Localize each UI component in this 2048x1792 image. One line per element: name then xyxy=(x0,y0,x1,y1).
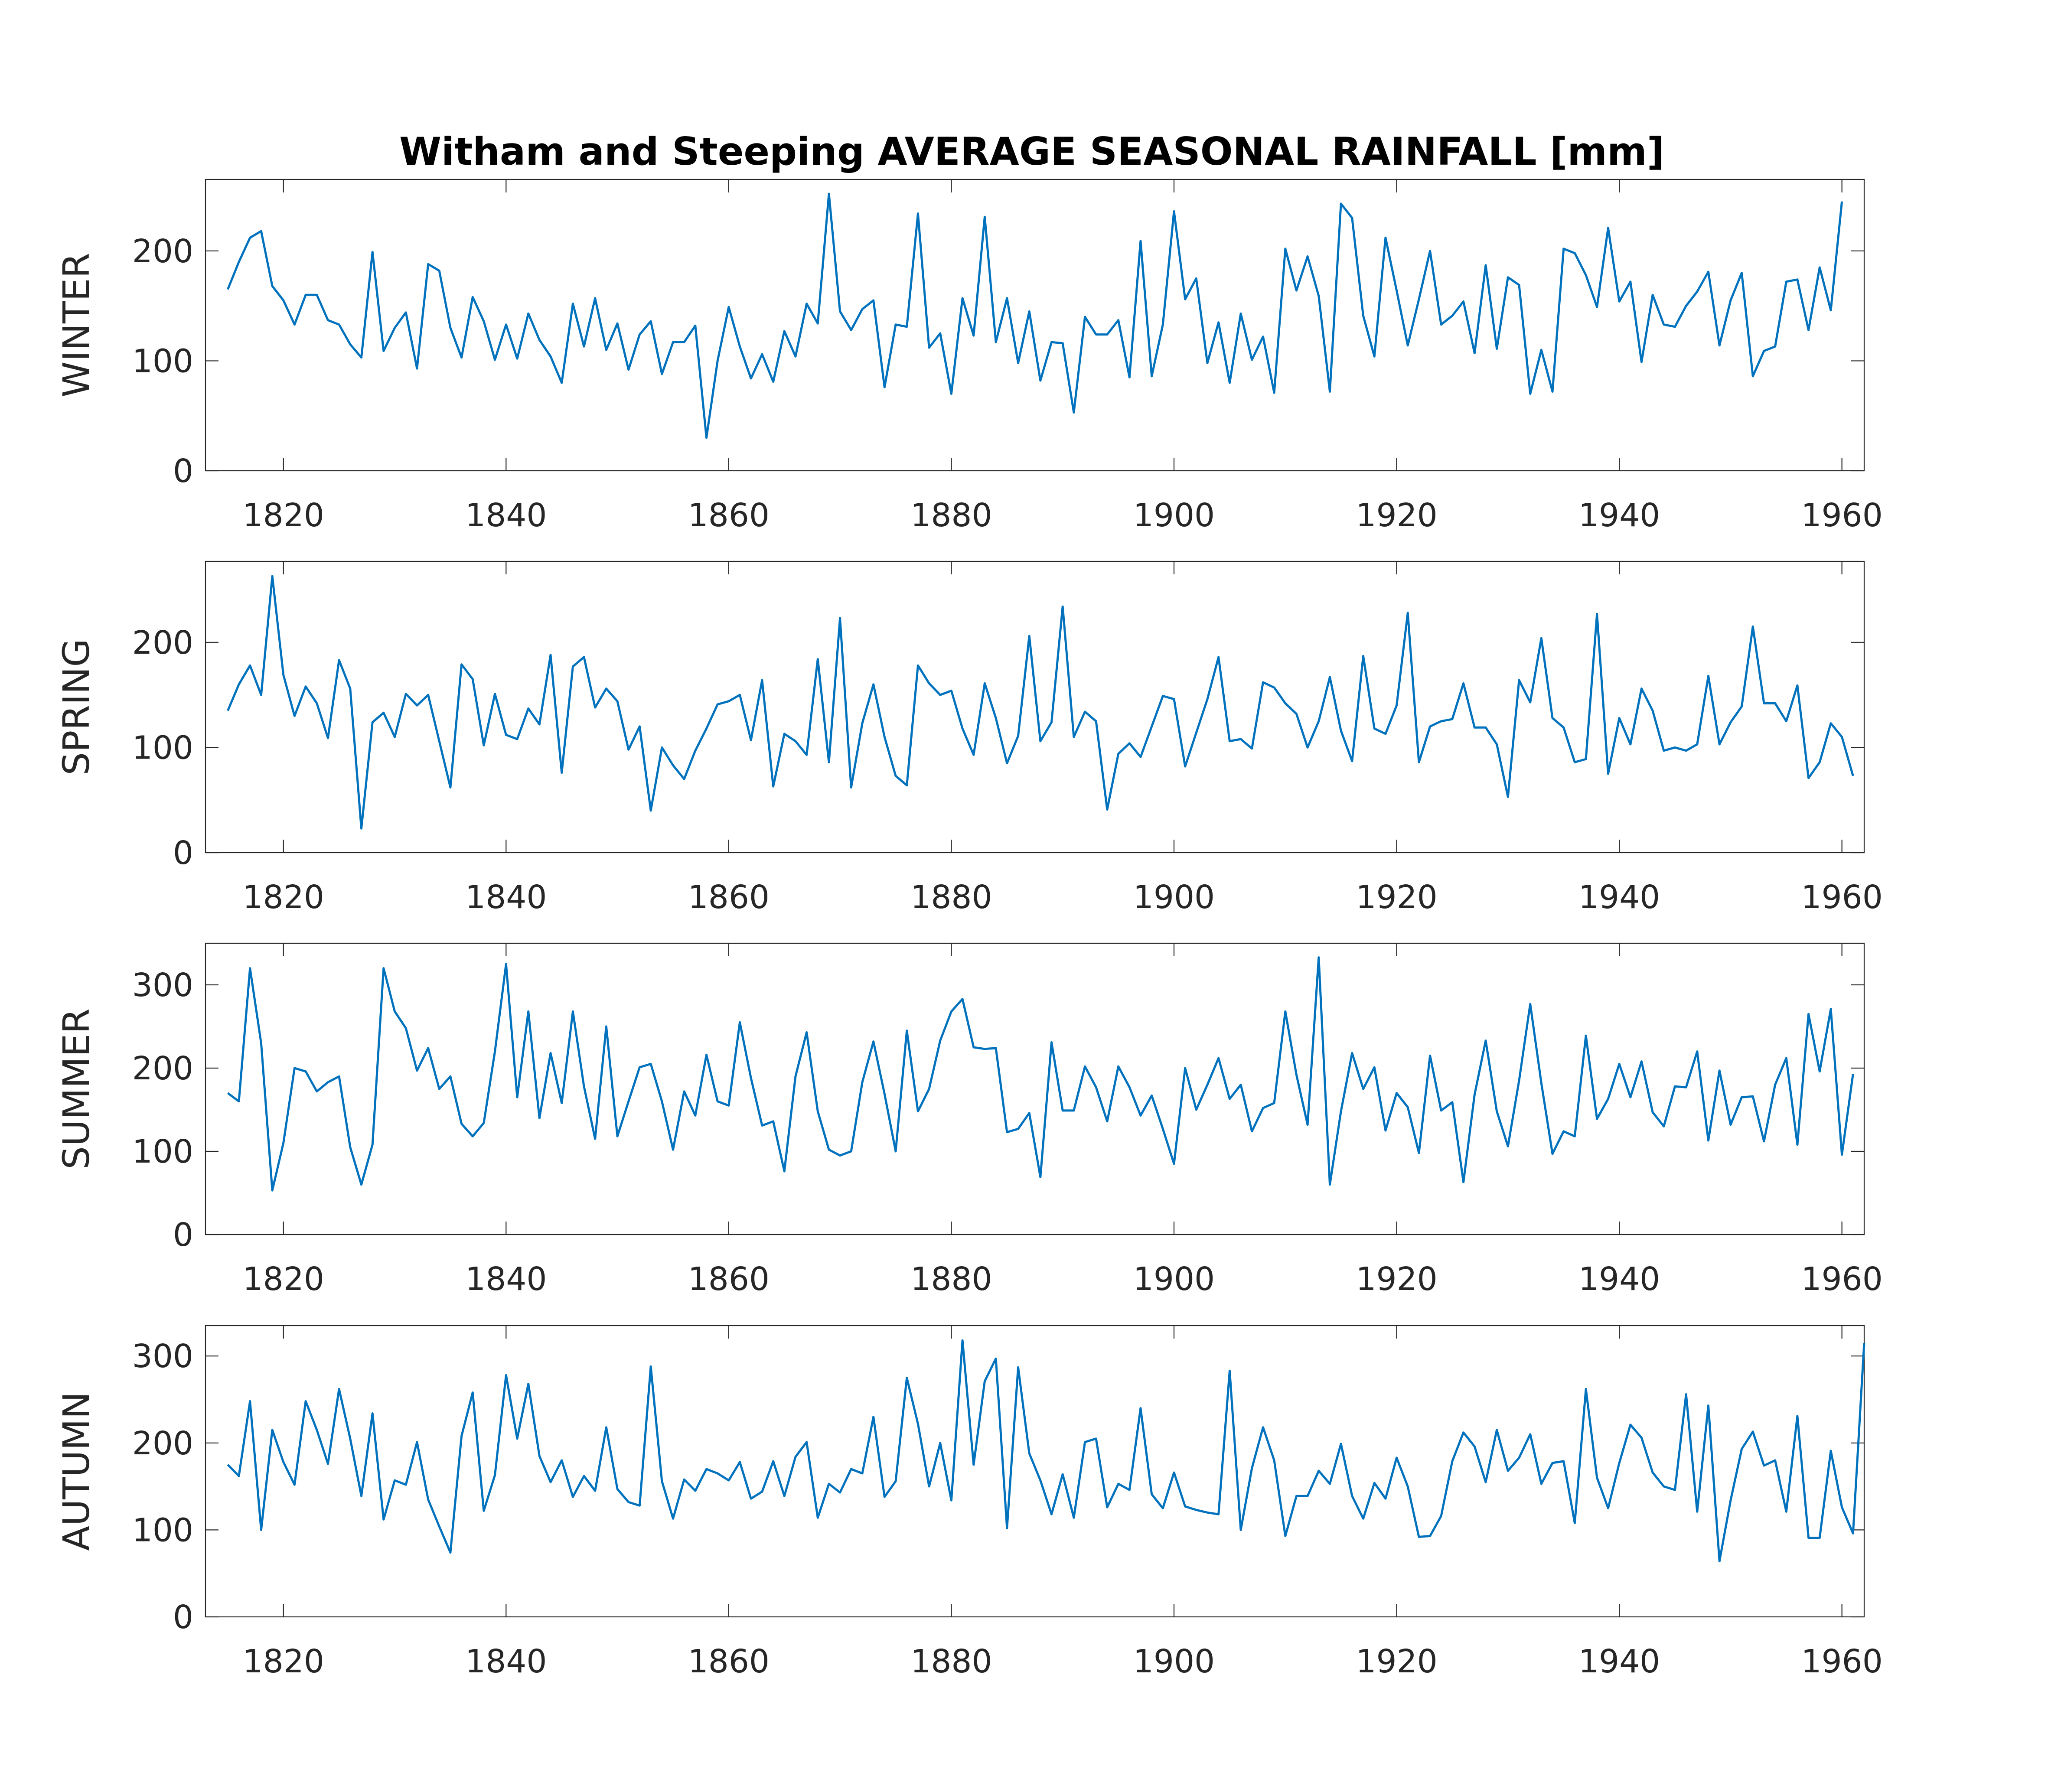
x-tick-label-summer: 1920 xyxy=(1356,1261,1437,1298)
x-tick-label-autumn: 1960 xyxy=(1801,1643,1882,1680)
y-tick-label-spring: 100 xyxy=(132,729,193,766)
x-tick-label-autumn: 1820 xyxy=(243,1643,324,1680)
x-tick-label-autumn: 1840 xyxy=(465,1643,547,1680)
x-tick-label-spring: 1860 xyxy=(688,879,770,916)
x-tick-label-autumn: 1920 xyxy=(1356,1643,1437,1680)
chart-title: Witham and Steeping AVERAGE SEASONAL RAI… xyxy=(399,129,1664,174)
panel-spring: 0 100 200 1820 1840 1860 1880 1900 1920 1940 1960 S… xyxy=(55,560,1883,916)
panel-autumn: 0 100 200 300 1820 1840 1860 1880 1900 1920 1940 19… xyxy=(55,1325,1883,1680)
y-tick-label-winter: 100 xyxy=(132,342,193,380)
x-tick-label-autumn: 1880 xyxy=(910,1643,992,1680)
x-tick-label-winter: 1860 xyxy=(688,497,770,534)
x-tick-label-spring: 1820 xyxy=(243,879,324,916)
x-tick-label-winter: 1940 xyxy=(1578,497,1660,534)
y-tick-label-summer: 0 xyxy=(173,1216,193,1254)
x-tick-label-summer: 1900 xyxy=(1133,1261,1215,1298)
x-tick-label-spring: 1940 xyxy=(1578,879,1660,916)
y-tick-label-autumn: 100 xyxy=(132,1512,193,1549)
y-tick-label-autumn: 200 xyxy=(132,1425,193,1462)
y-tick-label-winter: 200 xyxy=(132,233,193,270)
x-tick-label-winter: 1960 xyxy=(1801,497,1882,534)
x-tick-label-autumn: 1900 xyxy=(1133,1643,1215,1680)
x-tick-label-summer: 1960 xyxy=(1801,1261,1882,1298)
x-tick-label-autumn: 1940 xyxy=(1578,1643,1660,1680)
axes-box-winter xyxy=(205,179,1865,472)
x-tick-label-winter: 1840 xyxy=(465,497,547,534)
y-axis-label-winter: WINTER xyxy=(55,253,98,397)
x-tick-label-summer: 1840 xyxy=(465,1261,547,1298)
y-tick-label-spring: 200 xyxy=(132,624,193,661)
x-tick-label-winter: 1900 xyxy=(1133,497,1215,534)
x-tick-label-summer: 1880 xyxy=(910,1261,992,1298)
series-line-winter xyxy=(227,192,1843,439)
y-axis-label-autumn: AUTUMN xyxy=(55,1391,98,1551)
x-tick-label-spring: 1920 xyxy=(1356,879,1437,916)
x-tick-label-spring: 1880 xyxy=(910,879,992,916)
series-line-spring xyxy=(227,575,1854,830)
y-axis-label-summer: SUMMER xyxy=(55,1008,98,1169)
y-tick-label-summer: 300 xyxy=(132,967,193,1004)
y-tick-label-summer: 100 xyxy=(132,1133,193,1170)
x-tick-label-summer: 1940 xyxy=(1578,1261,1660,1298)
x-tick-label-spring: 1840 xyxy=(465,879,547,916)
x-tick-label-winter: 1820 xyxy=(243,497,324,534)
series-line-summer xyxy=(227,956,1854,1192)
axes-box-autumn xyxy=(205,1325,1865,1618)
y-tick-label-winter: 0 xyxy=(173,453,193,490)
y-tick-label-autumn: 0 xyxy=(173,1599,193,1636)
panel-winter: 0 100 200 1820 1840 1860 1880 1900 1920 1940 1960 W… xyxy=(55,179,1883,534)
x-tick-label-autumn: 1860 xyxy=(688,1643,770,1680)
y-tick-label-spring: 0 xyxy=(173,834,193,872)
y-axis-label-spring: SPRING xyxy=(55,639,98,775)
x-tick-label-summer: 1820 xyxy=(243,1261,324,1298)
axes-box-summer xyxy=(205,942,1865,1235)
x-tick-label-spring: 1900 xyxy=(1133,879,1215,916)
x-tick-label-winter: 1920 xyxy=(1356,497,1437,534)
y-tick-label-autumn: 300 xyxy=(132,1338,193,1375)
y-tick-label-summer: 200 xyxy=(132,1050,193,1087)
x-tick-label-summer: 1860 xyxy=(688,1261,770,1298)
axes-box-spring xyxy=(205,560,1865,854)
panel-summer: 0 100 200 300 1820 1840 1860 1880 1900 1920 1940 19… xyxy=(55,942,1883,1298)
x-tick-label-winter: 1880 xyxy=(910,497,992,534)
series-line-autumn xyxy=(227,1339,1865,1563)
x-tick-label-spring: 1960 xyxy=(1801,879,1882,916)
